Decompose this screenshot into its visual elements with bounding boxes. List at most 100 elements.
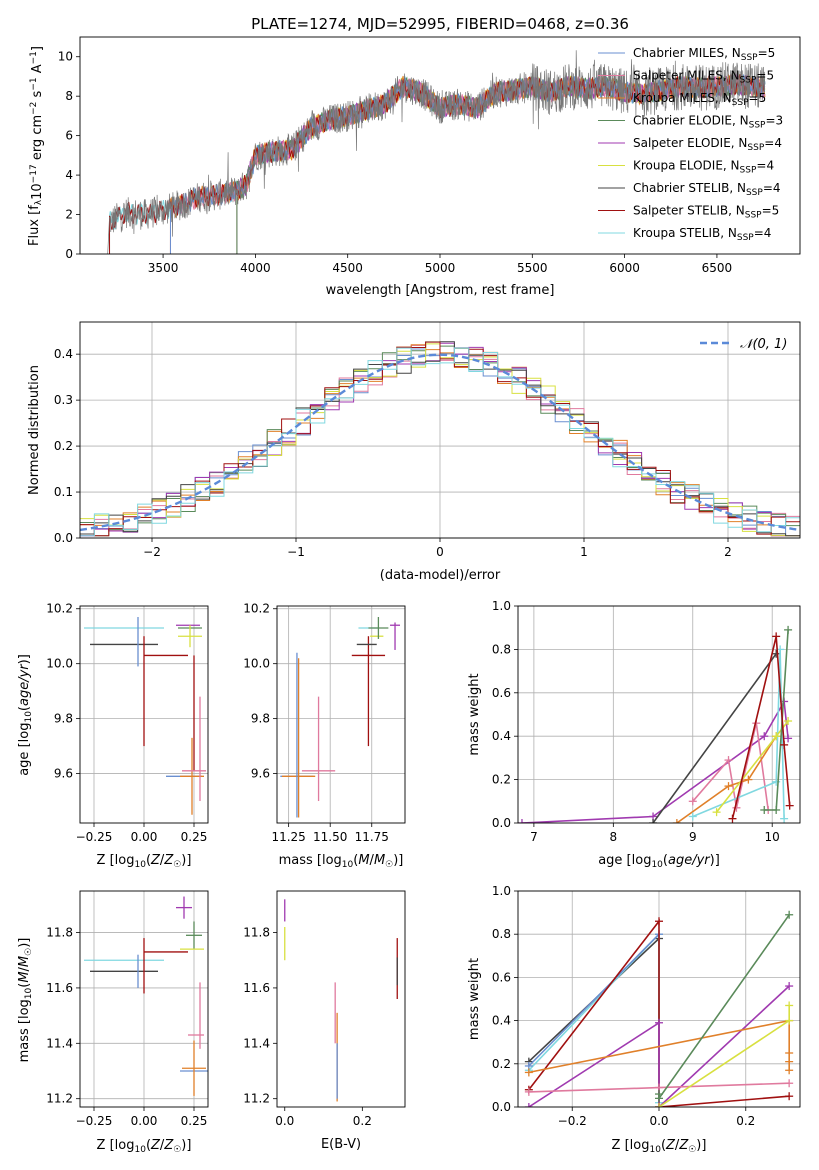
legend-label-salpeter_miles: Salpeter MILES, NSSP=5 bbox=[633, 69, 774, 86]
mass_weight_vs_Z-xtick-label: 0.2 bbox=[736, 1114, 755, 1128]
age_vs_Z-ytick-label: 9.8 bbox=[54, 712, 73, 726]
residual_histogram-xtick-label: −1 bbox=[287, 545, 305, 559]
mass_weight_vs_Z-ytick-label: 0.0 bbox=[492, 1100, 511, 1114]
mass-ebv-xlabel: E(B-V) bbox=[321, 1137, 361, 1152]
spectrum-xtick-label: 4000 bbox=[240, 261, 271, 275]
legend-label-chabrier_miles: Chabrier MILES, NSSP=5 bbox=[633, 46, 775, 63]
spectrum-plot-area bbox=[107, 50, 766, 254]
mass-z-xlabel: Z [log10(Z/Z☉)] bbox=[97, 1138, 192, 1155]
legend-label-chabrier_elodie: Chabrier ELODIE, NSSP=3 bbox=[633, 114, 783, 131]
residual_histogram-ytick-label: 0.1 bbox=[54, 485, 73, 499]
residual_histogram-xtick-label: 1 bbox=[580, 545, 588, 559]
mass_vs_EBV-xtick-label: 0.2 bbox=[353, 1114, 372, 1128]
spectrum-xlabel: wavelength [Angstrom, rest frame] bbox=[326, 283, 555, 298]
mass-z-ylabel: mass [log10(M/M☉)] bbox=[17, 938, 34, 1063]
hist-frame bbox=[79, 321, 801, 539]
weight-age-xlabel: age [log10(age/yr)] bbox=[598, 853, 720, 870]
mass_weight_vs_Z-ytick-label: 1.0 bbox=[492, 884, 511, 898]
mass_weight_vs_Z-ytick-label: 0.4 bbox=[492, 1014, 511, 1028]
legend-label-salpeter_elodie: Salpeter ELODIE, NSSP=4 bbox=[633, 136, 782, 153]
mass_weight_vs_age-line-salpeter_stelib bbox=[731, 636, 791, 819]
mass_weight_vs_age-ytick-label: 0.0 bbox=[492, 816, 511, 830]
spectrum-ytick-label: 2 bbox=[65, 208, 73, 222]
mass_vs_Z-xtick-label: −0.25 bbox=[76, 1114, 113, 1128]
legend-label-chabrier_stelib: Chabrier STELIB, NSSP=4 bbox=[633, 181, 781, 198]
spectrum-ytick-label: 4 bbox=[65, 168, 73, 182]
legend-label-kroupa_stelib: Kroupa STELIB, NSSP=4 bbox=[633, 226, 771, 243]
spectrum-ytick-label: 10 bbox=[58, 50, 73, 64]
mass_weight_vs_Z-xtick-label: −0.2 bbox=[558, 1114, 587, 1128]
age_vs_Z-xtick-label: 0.00 bbox=[131, 830, 158, 844]
age_vs_mass-xtick-label: 11.75 bbox=[355, 830, 389, 844]
residual_histogram-xtick-label: 2 bbox=[724, 545, 732, 559]
legend-label-kroupa_miles: Kroupa MILES, NSSP=5 bbox=[633, 91, 766, 108]
spectrum-ytick-label: 8 bbox=[65, 89, 73, 103]
age_vs_mass-ytick-label: 10.2 bbox=[243, 602, 270, 616]
age_vs_mass-ytick-label: 10.0 bbox=[243, 657, 270, 671]
spectrum-xtick-label: 5500 bbox=[517, 261, 548, 275]
mass_vs_Z-xtick-label: 0.00 bbox=[131, 1114, 158, 1128]
mass_vs_EBV-ytick-label: 11.8 bbox=[243, 926, 270, 940]
mass_weight_vs_Z-ylabel: mass weight bbox=[467, 958, 482, 1040]
age_vs_Z-plot-area bbox=[84, 616, 206, 815]
mass_vs_Z-ytick-label: 11.8 bbox=[46, 926, 73, 940]
hist-ylabel: Normed distribution bbox=[27, 365, 42, 495]
mass_vs_Z-xtick-label: 0.25 bbox=[181, 1114, 208, 1128]
spectrum-frame bbox=[79, 36, 801, 255]
figure-title: PLATE=1274, MJD=52995, FIBERID=0468, z=0… bbox=[251, 15, 629, 33]
mass_weight_vs_Z-frame bbox=[517, 890, 801, 1108]
age_vs_mass-xtick-label: 11.50 bbox=[313, 830, 347, 844]
mass_weight_vs_Z-ytick-label: 0.2 bbox=[492, 1057, 511, 1071]
mass_vs_EBV-ytick-label: 11.6 bbox=[243, 981, 270, 995]
mass_weight_vs_age-frame bbox=[517, 605, 801, 824]
mass_weight_vs_Z-plot-area bbox=[524, 910, 794, 1107]
spectrum-xtick-label: 5000 bbox=[425, 261, 456, 275]
age_vs_Z-ytick-label: 10.2 bbox=[46, 602, 73, 616]
mass_weight_vs_age-line-kroupa_miles bbox=[676, 735, 777, 823]
mass_weight_vs_Z-ytick-label: 0.8 bbox=[492, 927, 511, 941]
hist-steps-salpeter_stelib bbox=[80, 341, 800, 537]
mass_vs_Z-ytick-label: 11.4 bbox=[46, 1036, 73, 1050]
mass_weight_vs_age-xtick-label: 10 bbox=[765, 830, 780, 844]
spectrum-xtick-label: 3500 bbox=[148, 261, 179, 275]
mass_weight_vs_age-ytick-label: 0.4 bbox=[492, 729, 511, 743]
mass_weight_vs_age-ytick-label: 1.0 bbox=[492, 599, 511, 613]
residual_histogram-xtick-label: 0 bbox=[436, 545, 444, 559]
age-mass-xlabel: mass [log10(M/M☉)] bbox=[279, 853, 404, 870]
age_vs_mass-frame bbox=[276, 605, 406, 824]
age_vs_Z-frame bbox=[79, 605, 209, 824]
mass_weight_vs_age-xtick-label: 8 bbox=[610, 830, 618, 844]
mass_vs_Z-ytick-label: 11.2 bbox=[46, 1092, 73, 1106]
mass_vs_Z-ytick-label: 11.6 bbox=[46, 981, 73, 995]
mass_weight_vs_age-ytick-label: 0.8 bbox=[492, 642, 511, 656]
age_vs_Z-xtick-label: −0.25 bbox=[76, 830, 113, 844]
mass_weight_vs_age-line-salpeter_elodie bbox=[521, 698, 789, 823]
residual_histogram-ytick-label: 0.3 bbox=[54, 393, 73, 407]
age_vs_mass-ytick-label: 9.8 bbox=[251, 712, 270, 726]
mass_weight_vs_age-plot-area bbox=[518, 625, 794, 823]
residual_histogram-xtick-label: −2 bbox=[143, 545, 161, 559]
mass_weight_vs_Z-xtick-label: 0.0 bbox=[649, 1114, 668, 1128]
mass_weight_vs_age-xtick-label: 7 bbox=[530, 830, 538, 844]
age_vs_Z-xtick-label: 0.25 bbox=[181, 830, 208, 844]
age-z-ylabel: age [log10(age/yr)] bbox=[17, 654, 34, 776]
mass_vs_EBV-ytick-label: 11.4 bbox=[243, 1036, 270, 1050]
weight-z-xlabel: Z [log10(Z/Z☉)] bbox=[612, 1138, 707, 1155]
mass_weight_vs_Z-line-chabrier_miles bbox=[528, 933, 660, 1067]
spectrum-xtick-label: 6500 bbox=[702, 261, 733, 275]
mass_weight_vs_age-ytick-label: 0.2 bbox=[492, 773, 511, 787]
mass_vs_EBV-ytick-label: 11.2 bbox=[243, 1092, 270, 1106]
residual_histogram-ytick-label: 0.4 bbox=[54, 347, 73, 361]
mass_weight_vs_age-ylabel: mass weight bbox=[467, 673, 482, 755]
age_vs_mass-plot-area bbox=[280, 616, 401, 818]
mass_vs_EBV-plot-area bbox=[284, 899, 398, 1102]
age_vs_Z-ytick-label: 10.0 bbox=[46, 657, 73, 671]
residual_histogram-ytick-label: 0.2 bbox=[54, 439, 73, 453]
age_vs_Z-ytick-label: 9.6 bbox=[54, 767, 73, 781]
hist-xlabel: (data-model)/error bbox=[380, 568, 501, 583]
residual_histogram-ytick-label: 0.0 bbox=[54, 531, 73, 545]
mass_weight_vs_Z-line-chabrier_stelib bbox=[528, 936, 660, 1107]
age-z-xlabel: Z [log10(Z/Z☉)] bbox=[97, 853, 192, 870]
mass_weight_vs_Z-ytick-label: 0.6 bbox=[492, 970, 511, 984]
mass_weight_vs_Z-line-kroupa_stelib bbox=[528, 932, 660, 1103]
